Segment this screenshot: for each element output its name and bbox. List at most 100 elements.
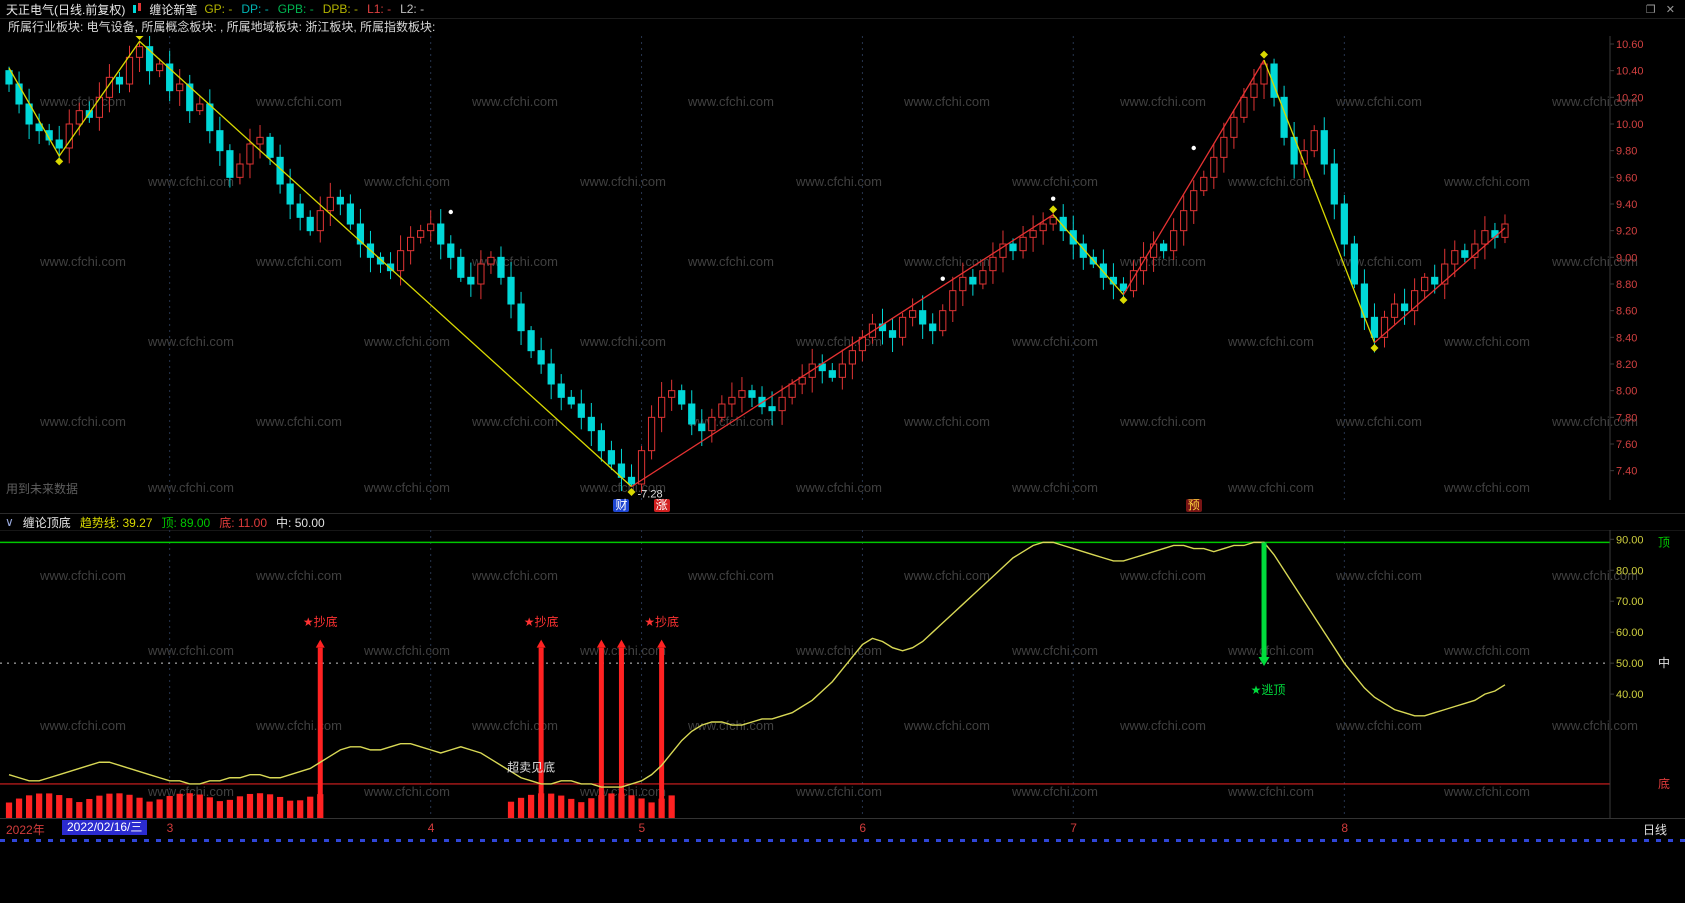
svg-text:www.cfchi.com: www.cfchi.com	[363, 480, 450, 495]
svg-text:www.cfchi.com: www.cfchi.com	[579, 174, 666, 189]
svg-text:www.cfchi.com: www.cfchi.com	[39, 718, 126, 733]
svg-text:www.cfchi.com: www.cfchi.com	[255, 718, 342, 733]
svg-text:www.cfchi.com: www.cfchi.com	[903, 254, 990, 269]
svg-text:www.cfchi.com: www.cfchi.com	[1551, 254, 1638, 269]
svg-text:★抄底: ★抄底	[524, 614, 559, 629]
svg-text:超卖见底: 超卖见底	[507, 760, 555, 775]
svg-text:60.00: 60.00	[1616, 627, 1644, 639]
month-label: 4	[427, 821, 435, 835]
svg-text:www.cfchi.com: www.cfchi.com	[1011, 643, 1098, 658]
svg-text:用到未来数据: 用到未来数据	[6, 481, 78, 496]
svg-text:www.cfchi.com: www.cfchi.com	[471, 718, 558, 733]
svg-text:www.cfchi.com: www.cfchi.com	[903, 718, 990, 733]
svg-text:www.cfchi.com: www.cfchi.com	[1551, 414, 1638, 429]
title-bar: 天正电气(日线.前复权) 缠论新笔 GP: - DP: - GPB: - DPB: -…	[0, 0, 1685, 19]
period-selector[interactable]: 日线	[1642, 823, 1667, 837]
svg-text:www.cfchi.com: www.cfchi.com	[795, 480, 882, 495]
sector-info-text: 所属行业板块: 电气设备, 所属概念板块: , 所属地域板块: 浙江板块, 所属…	[8, 20, 436, 34]
svg-text:www.cfchi.com: www.cfchi.com	[39, 94, 126, 109]
svg-text:www.cfchi.com: www.cfchi.com	[795, 174, 882, 189]
month-label: 5	[638, 821, 646, 835]
svg-text:www.cfchi.com: www.cfchi.com	[39, 568, 126, 583]
signal-marker: 财	[613, 498, 630, 512]
svg-text:8.00: 8.00	[1616, 386, 1637, 398]
svg-text:www.cfchi.com: www.cfchi.com	[1119, 568, 1206, 583]
svg-text:www.cfchi.com: www.cfchi.com	[1227, 784, 1314, 799]
svg-text:www.cfchi.com: www.cfchi.com	[1551, 718, 1638, 733]
svg-text:10.20: 10.20	[1616, 92, 1644, 104]
indicator-readout: 趋势线: 39.27	[79, 515, 153, 530]
svg-text:★抄底: ★抄底	[303, 614, 338, 629]
chevron-down-icon[interactable]: ∨	[5, 515, 14, 529]
svg-text:www.cfchi.com: www.cfchi.com	[1443, 174, 1530, 189]
svg-text:www.cfchi.com: www.cfchi.com	[1443, 643, 1530, 658]
svg-text:★抄底: ★抄底	[644, 614, 679, 629]
month-label: 6	[859, 821, 867, 835]
svg-text:50.00: 50.00	[1616, 658, 1644, 670]
main-candlestick-chart[interactable]: www.cfchi.com www.cfchi.com www.cfchi.com w…	[0, 36, 1685, 500]
svg-text:40.00: 40.00	[1616, 689, 1644, 701]
svg-text:★逃顶: ★逃顶	[1251, 683, 1286, 697]
indicator-param: GP: -	[204, 2, 233, 16]
svg-text:www.cfchi.com: www.cfchi.com	[1335, 254, 1422, 269]
svg-text:www.cfchi.com: www.cfchi.com	[1011, 334, 1098, 349]
svg-text:www.cfchi.com: www.cfchi.com	[1227, 480, 1314, 495]
svg-text:www.cfchi.com: www.cfchi.com	[795, 643, 882, 658]
month-label: 3	[166, 821, 174, 835]
svg-text:10.60: 10.60	[1616, 39, 1644, 51]
svg-text:www.cfchi.com: www.cfchi.com	[903, 414, 990, 429]
svg-text:8.40: 8.40	[1616, 332, 1637, 344]
indicator-readout: 顶: 89.00	[161, 515, 211, 530]
indicator-params: GP: - DP: - GPB: - DPB: - L1: - L2: -	[204, 2, 433, 16]
svg-text:www.cfchi.com: www.cfchi.com	[1335, 94, 1422, 109]
svg-text:7.60: 7.60	[1616, 439, 1637, 451]
svg-text:www.cfchi.com: www.cfchi.com	[363, 643, 450, 658]
svg-text:www.cfchi.com: www.cfchi.com	[1335, 718, 1422, 733]
svg-text:www.cfchi.com: www.cfchi.com	[147, 784, 234, 799]
svg-text:www.cfchi.com: www.cfchi.com	[903, 568, 990, 583]
svg-text:www.cfchi.com: www.cfchi.com	[579, 334, 666, 349]
svg-text:www.cfchi.com: www.cfchi.com	[1227, 334, 1314, 349]
signal-marker: 涨	[653, 498, 670, 512]
indicator-param: DP: -	[241, 2, 269, 16]
signal-strip: 财涨预	[0, 499, 1685, 513]
svg-text:www.cfchi.com: www.cfchi.com	[363, 174, 450, 189]
svg-text:中: 中	[1658, 655, 1670, 670]
current-date-chip: 2022/02/16/三	[62, 820, 148, 835]
collapsed-pane-divider[interactable]	[0, 839, 1685, 842]
svg-text:www.cfchi.com: www.cfchi.com	[147, 480, 234, 495]
time-axis: 2022年 2022/02/16/三 3 4 5 6 7 8 日线	[0, 818, 1685, 837]
svg-text:9.60: 9.60	[1616, 172, 1637, 184]
svg-text:10.00: 10.00	[1616, 119, 1644, 131]
indicator-name: 缠论新笔	[149, 2, 198, 17]
close-icon[interactable]: ✕	[1665, 3, 1675, 16]
svg-text:www.cfchi.com: www.cfchi.com	[255, 254, 342, 269]
svg-text:www.cfchi.com: www.cfchi.com	[687, 254, 774, 269]
year-label: 2022年	[6, 823, 45, 837]
svg-text:www.cfchi.com: www.cfchi.com	[1551, 568, 1638, 583]
svg-text:www.cfchi.com: www.cfchi.com	[1227, 643, 1314, 658]
signal-marker: 预	[1185, 498, 1202, 512]
indicator-param: L1: -	[367, 2, 392, 16]
svg-text:www.cfchi.com: www.cfchi.com	[1335, 414, 1422, 429]
svg-text:90.00: 90.00	[1616, 534, 1644, 546]
svg-text:www.cfchi.com: www.cfchi.com	[1335, 568, 1422, 583]
svg-text:www.cfchi.com: www.cfchi.com	[1443, 784, 1530, 799]
svg-text:9.80: 9.80	[1616, 146, 1637, 158]
svg-text:7.40: 7.40	[1616, 466, 1637, 478]
svg-text:www.cfchi.com: www.cfchi.com	[1119, 414, 1206, 429]
indicator-param: DPB: -	[322, 2, 359, 16]
svg-text:8.80: 8.80	[1616, 279, 1637, 291]
maximize-icon[interactable]: ❐	[1645, 3, 1656, 16]
svg-text:www.cfchi.com: www.cfchi.com	[147, 174, 234, 189]
kline-icon	[132, 3, 142, 15]
indicator-param: GPB: -	[277, 2, 314, 16]
indicator-panel-chart[interactable]: www.cfchi.com www.cfchi.com www.cfchi.com w…	[0, 530, 1685, 818]
svg-text:9.00: 9.00	[1616, 252, 1637, 264]
svg-text:www.cfchi.com: www.cfchi.com	[1119, 94, 1206, 109]
indicator-panel-name: 缠论顶底	[22, 515, 71, 530]
svg-text:www.cfchi.com: www.cfchi.com	[1551, 94, 1638, 109]
svg-text:www.cfchi.com: www.cfchi.com	[363, 334, 450, 349]
svg-text:www.cfchi.com: www.cfchi.com	[471, 414, 558, 429]
svg-text:顶: 顶	[1658, 535, 1670, 549]
